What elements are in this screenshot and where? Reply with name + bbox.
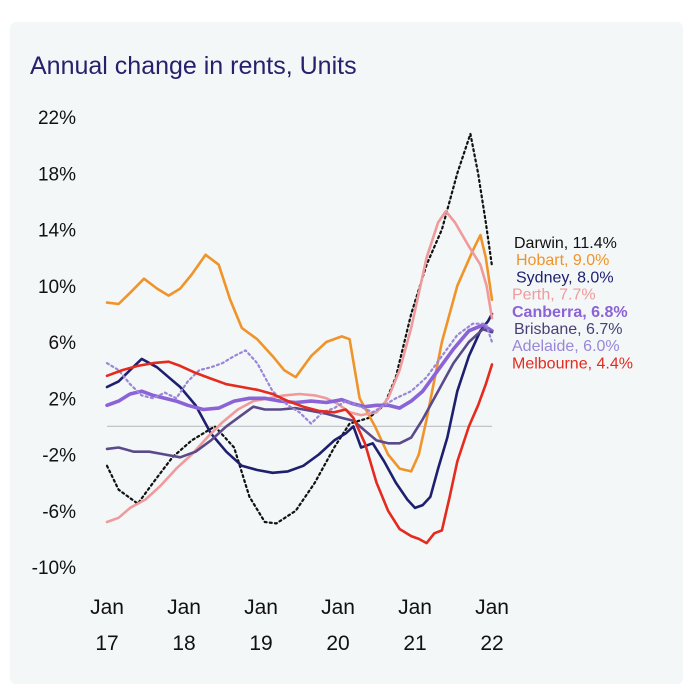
series-line-canberra xyxy=(105,323,494,412)
x-tick-label: Jan xyxy=(321,596,355,619)
series-line-adelaide xyxy=(105,322,494,425)
series-label-brisbane: Brisbane, 6.7% xyxy=(514,321,623,338)
y-tick-label: 14% xyxy=(38,221,76,242)
x-tick-label-year: 17 xyxy=(95,632,118,655)
y-tick-label: 6% xyxy=(49,333,77,354)
series-labels: Darwin, 11.4%Hobart, 9.0%Sydney, 8.0%Per… xyxy=(512,235,633,372)
x-tick-label-year: 19 xyxy=(249,632,272,655)
series-line-melbourne xyxy=(105,360,494,545)
y-tick-label: 22% xyxy=(38,108,76,129)
series-lines xyxy=(105,132,494,545)
y-tick-label: -10% xyxy=(32,558,76,579)
series-label-sydney: Sydney, 8.0% xyxy=(516,269,614,286)
chart-card xyxy=(10,22,683,684)
x-tick-label: Jan xyxy=(90,596,124,619)
y-tick-label: -2% xyxy=(42,446,76,467)
y-tick-label: 10% xyxy=(38,277,76,298)
y-axis-ticks: -10% -6% -2% 2% 6% 10% 14% 18% 22% xyxy=(32,108,76,579)
series-line-perth xyxy=(105,209,494,524)
series-label-melbourne: Melbourne, 4.4% xyxy=(512,355,633,372)
x-tick-label-year: 21 xyxy=(403,632,426,655)
x-axis-ticks: Jan 17 Jan 18 Jan 19 Jan 20 Jan 21 Jan 22 xyxy=(90,596,509,655)
x-tick-label: Jan xyxy=(475,596,509,619)
y-tick-label: -6% xyxy=(42,502,76,523)
series-line-brisbane xyxy=(105,328,494,459)
x-tick-label-year: 18 xyxy=(172,632,195,655)
x-tick-label-year: 20 xyxy=(326,632,349,655)
series-label-adelaide: Adelaide, 6.0% xyxy=(512,338,620,355)
y-tick-label: 18% xyxy=(38,164,76,185)
series-label-perth: Perth, 7.7% xyxy=(512,287,596,304)
series-label-darwin: Darwin, 11.4% xyxy=(514,235,617,252)
series-line-sydney xyxy=(105,312,494,510)
series-label-hobart: Hobart, 9.0% xyxy=(516,252,609,269)
series-line-hobart xyxy=(105,233,494,473)
x-tick-label-year: 22 xyxy=(480,632,503,655)
y-tick-label: 2% xyxy=(49,389,77,410)
x-tick-label: Jan xyxy=(167,596,201,619)
x-tick-label: Jan xyxy=(398,596,432,619)
chart-title: Annual change in rents, Units xyxy=(30,52,357,80)
series-line-darwin xyxy=(105,132,494,525)
x-tick-label: Jan xyxy=(244,596,278,619)
series-label-canberra: Canberra, 6.8% xyxy=(512,304,628,321)
